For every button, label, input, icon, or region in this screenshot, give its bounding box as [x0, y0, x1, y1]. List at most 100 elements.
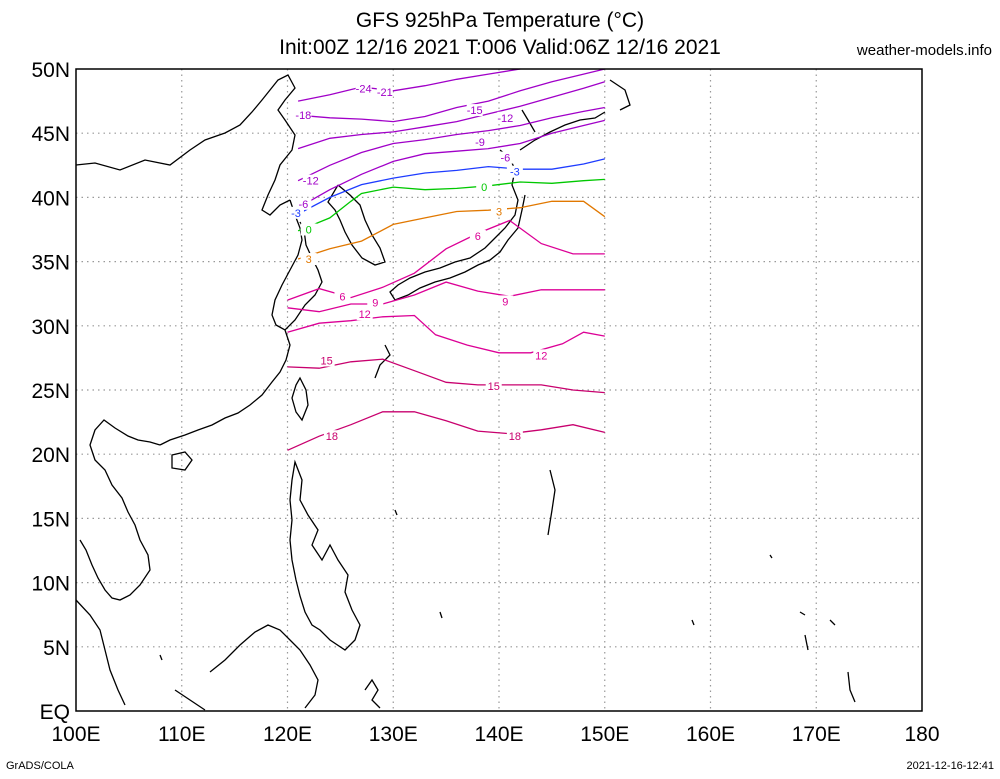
contour-label-bg — [318, 354, 335, 367]
temperature-contours — [287, 68, 606, 451]
contour-line — [297, 119, 605, 209]
contour-label: 18 — [326, 431, 338, 443]
lon-tick-label: 170E — [792, 723, 841, 746]
contour-label: 0 — [481, 182, 487, 194]
contour-label: -24 — [356, 83, 372, 95]
contour-line — [297, 106, 605, 182]
contour-label: 12 — [359, 309, 371, 321]
islands-pacific — [159, 344, 856, 703]
coast-china-east — [159, 199, 323, 446]
contour-line — [297, 68, 521, 102]
contour-label: -21 — [377, 87, 393, 99]
contour-label-bg — [367, 296, 384, 309]
lon-tick-label: 100E — [51, 723, 100, 746]
contour-label: 6 — [475, 231, 481, 243]
contour-label-bg — [533, 349, 550, 362]
lat-tick-label: EQ — [40, 701, 70, 724]
lat-tick-label: 5N — [43, 637, 70, 660]
lon-tick-label: 140E — [474, 723, 523, 746]
contour-label-bg — [302, 174, 319, 187]
coast-korea — [327, 184, 386, 266]
coast-sakhalin — [609, 79, 631, 111]
lat-tick-label: 20N — [31, 444, 70, 467]
footer-timestamp: 2021-12-16-12:41 — [906, 760, 994, 772]
contour-line — [287, 358, 605, 394]
contour-label: 9 — [372, 298, 378, 310]
contour-label: 9 — [502, 296, 508, 308]
contour-label-bg — [485, 380, 502, 393]
lon-tick-label: 120E — [263, 723, 312, 746]
contour-label: -18 — [295, 110, 311, 122]
contour-label-bg — [323, 430, 340, 443]
contour-label: 3 — [306, 254, 312, 266]
contour-line — [287, 314, 605, 354]
coast-indochina — [75, 419, 161, 706]
contour-label: -12 — [497, 113, 513, 125]
contour-line — [287, 411, 605, 451]
grid-lines — [76, 69, 922, 711]
contour-label: 3 — [496, 207, 502, 219]
contour-line — [298, 68, 605, 123]
contour-label: -6 — [500, 153, 510, 165]
lon-tick-label: 130E — [369, 723, 418, 746]
contour-label-bg — [300, 253, 317, 266]
lon-tick-label: 150E — [580, 723, 629, 746]
coast-asia-north — [75, 74, 296, 216]
contour-label-bg — [334, 290, 351, 303]
coast-hainan — [171, 451, 193, 471]
contour-label-bg — [469, 229, 486, 242]
contour-label-bg — [476, 181, 493, 194]
contour-line — [297, 178, 605, 232]
lat-tick-label: 40N — [31, 187, 70, 210]
contour-label-bg — [355, 82, 372, 95]
contour-label: 15 — [488, 381, 500, 393]
contour-label-bg — [506, 165, 523, 178]
map-frame — [75, 68, 923, 712]
lon-tick-label: 110E — [158, 723, 206, 746]
lon-tick-label: 160E — [686, 723, 735, 746]
contour-label: -9 — [475, 137, 485, 149]
contour-line — [287, 281, 605, 313]
contour-label-bg — [491, 205, 507, 218]
contour-label: 15 — [321, 355, 333, 367]
contour-line — [297, 158, 605, 215]
contour-label-bg — [497, 295, 514, 308]
latitude-ticks: EQ 5N 10N 15N 20N 25N 30N 35N 40N 45N 50N — [31, 59, 70, 724]
contour-line — [287, 219, 605, 301]
contour-label: 6 — [339, 291, 345, 303]
contour-label: -3 — [510, 167, 520, 179]
contour-label: -3 — [291, 208, 301, 220]
footer-credit: GrADS/COLA — [6, 760, 74, 772]
contour-line — [297, 81, 605, 150]
site-credit: weather-models.info — [856, 42, 992, 59]
contour-label: -12 — [303, 176, 319, 188]
chart-title: GFS 925hPa Temperature (°C) — [355, 9, 645, 32]
lat-tick-label: 15N — [31, 508, 70, 531]
contour-label-bg — [300, 223, 317, 236]
contour-label-bg — [376, 86, 393, 99]
contour-label-bg — [497, 151, 514, 164]
contour-label-bg — [471, 136, 488, 149]
contour-label: 12 — [535, 350, 547, 362]
contour-label: 0 — [306, 225, 312, 237]
contour-label-bg — [287, 206, 304, 219]
coast-japan — [389, 109, 606, 301]
contour-label-bg — [497, 111, 514, 124]
contour-label: -6 — [298, 199, 308, 211]
contour-label: -15 — [467, 105, 483, 117]
lon-tick-label: 180 — [904, 723, 939, 746]
coast-sulawesi — [364, 678, 381, 709]
coast-borneo — [174, 624, 319, 711]
coast-taiwan — [291, 376, 309, 422]
contour-label: 18 — [509, 431, 521, 443]
contour-label-bg — [506, 430, 523, 443]
coastlines — [75, 74, 856, 711]
lat-tick-label: 25N — [31, 380, 70, 403]
lat-tick-label: 10N — [31, 573, 70, 596]
lat-tick-label: 50N — [31, 59, 70, 82]
lat-tick-label: 30N — [31, 316, 70, 339]
contour-line — [297, 200, 606, 260]
coast-philippines — [289, 459, 361, 651]
